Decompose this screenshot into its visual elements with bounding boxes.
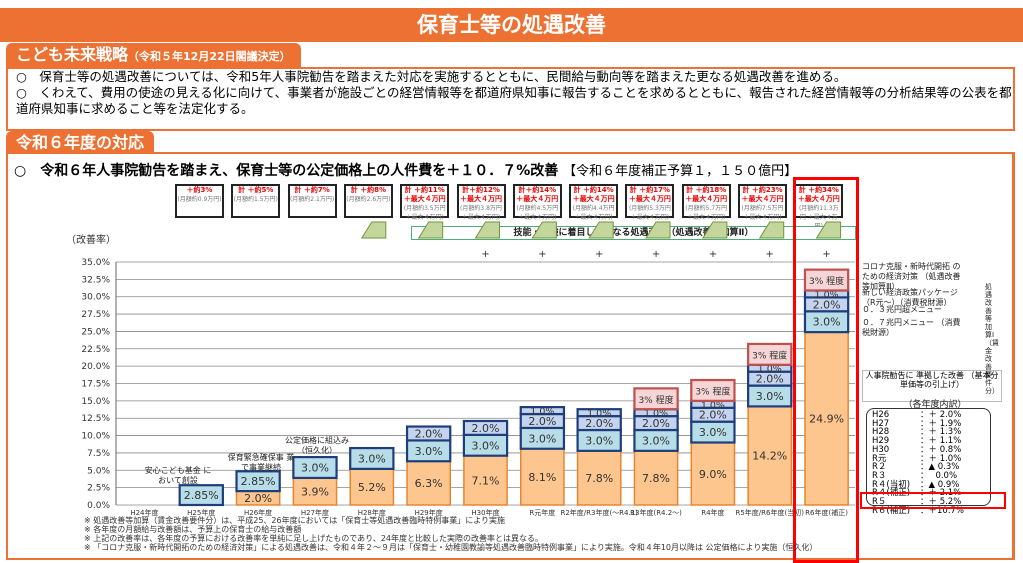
breakdown-row: H28 ：＋ 1.3% [872,428,985,437]
breakdown-value: ：＋ 1.0% [920,453,962,464]
annotation-new-package: 新しい経済政策パッケージ （R元～）（消費税財源） [862,288,958,307]
cumulative-box-rate: 計 ＋約8% [350,186,387,194]
headline-budget-note: 【令和６年度補正予算１，１５０億円】 [563,164,798,179]
breakdown-row: R５ ：＋ 5.2% [872,498,985,507]
footnote: ※ 処遇改善等加算（賃金改善要件分）は、平成25、26年度においては「保育士等処… [84,516,506,525]
footnotes: ※ 処遇改善等加算（賃金改善要件分）は、平成25、26年度においては「保育士等処… [84,516,817,552]
cumulative-box-rate: 計 ＋約11% ＋最大４万円 [403,186,446,203]
cumulative-box: 計 ＋約14% ＋最大４万円 (月額約4.4万円 ＋最大４万円) [569,184,619,221]
breakdown-value: ：＋10.7% [920,505,965,516]
breakdown-value: ：＋ 1.1% [920,436,962,447]
bullet-1: ○ 保育士等の処遇改善については、令和5年人事院勧告を踏まえた対応を実施するとと… [16,69,847,84]
section-tab-kodomo-strategy: こども未来戦略（令和５年12月22日閣議決定） [6,43,301,67]
cumulative-box-rate: 計 ＋約23% ＋最大４万円 [741,186,784,203]
cumulative-box: ＋約3% (月額約0.9万円) [175,184,224,218]
breakdown-year: R６(補正) [872,505,911,516]
section-title: 令和６年度の対応 [16,133,145,152]
cumulative-box-rate: 計＋約14% ＋最大４万円 [516,186,559,203]
breakdown-row: R６(補正) ：＋10.7% [872,507,985,516]
breakdown-value: ： 0.0% [920,470,958,481]
bullet-2: ○ くわえて、費用の使途の見える化に向けて、事業者が施設ごとの経営情報等を都道府… [16,85,1012,116]
breakdown-year: R４(当初) [872,479,911,490]
breakdown-value: ：▲ 0.3% [920,462,960,473]
cumulative-box-rate: 計 ＋約18% ＋最大４万円 [685,186,728,203]
headline: ○ 令和６年人事院勧告を踏まえ、保育士等の公定価格上の人件費を＋１０．７%改善 … [14,160,797,180]
breakdown-row: H27 ：＋ 1.9% [872,418,985,429]
breakdown-row: R２ ：▲ 0.3% [872,463,985,472]
breakdown-year: R２ [872,462,887,473]
breakdown-row: R３ ： 0.0% [872,472,985,481]
cumulative-box: 計 ＋約23% ＋最大４万円 (月額約7.5万円 ＋最大４万円) [738,184,787,221]
cumulative-box-rate: 計 ＋約14% ＋最大４万円 [572,186,615,203]
breakdown-year: R５ [872,497,887,508]
cumulative-box: 計＋約14% ＋最大４万円 (月額約4.5万円 ＋最大４万円) [512,184,562,221]
section-title: こども未来戦略 [16,45,129,64]
cumulative-box-monthly: (月額約5.7万円 ＋最大４万円) [685,205,728,221]
breakdown-value: ：＋ 1.3% [920,427,962,438]
cumulative-box-monthly: (月額約3.5万円 ＋最大４万円) [403,205,446,221]
breakdown-year: H29 [872,436,890,447]
annotation-03-menu: ０．３兆円超メニュー [862,305,942,314]
breakdown-year: H28 [872,427,890,438]
cumulative-box: 計 ＋約11% ＋最大４万円 (月額約3.5万円 ＋最大４万円) [400,184,450,221]
breakdown-title: （各年度内訳） [903,400,967,410]
section-strategy-box: ○ 保育士等の処遇改善については、令和5年人事院勧告を踏まえた対応を実施するとと… [6,67,1015,131]
cumulative-box-rate: 計＋約12% ＋最大４万円 [460,186,502,203]
breakdown-year: H27 [872,418,890,429]
breakdown-value: ：＋ 1.9% [920,418,962,429]
breakdown-value: ：＋ 5.2% [920,497,962,508]
cumulative-box: 計＋約12% ＋最大４万円 (月額約3.8万円 ＋最大４万円) [456,184,506,221]
section-tab-r6: 令和６年度の対応 [6,131,155,155]
annotation-h25: 安心こども基金 において創設 [144,466,212,485]
r6-highlight-frame [793,177,859,563]
cumulative-box-rate: 計 ＋約5% [238,186,274,194]
breakdown-year: H30 [872,444,890,455]
breakdown-row: R元 ：＋ 1.0% [872,453,985,464]
page-title: 保育士等の処遇改善 [0,8,1023,42]
y-axis-label: （改善率） [66,235,116,246]
annotation-07-menu: ０．７兆円メニュー （消費税財源） [862,318,961,337]
breakdown-row: R４(当初) ：▲ 0.9% [872,479,985,490]
cumulative-box-rate: 計 ＋約34% ＋最大４万円 [797,186,840,203]
footnote: ※ 上記の改善率は、各年度の予算における改善率を単純に足し上げたものであり、24… [84,534,544,543]
cumulative-box: 計 ＋約18% ＋最大４万円 (月額約5.7万円 ＋最大４万円) [681,184,731,221]
footnote: ※ 「コロナ克服・新時代開拓のための経済対策」による処遇改善は、令和４年２～９月… [84,543,818,552]
footnote: ※ 各年度の月額給与改善額は、予算上の保育士の給与改善額 [84,525,302,534]
cumulative-box: 計 ＋約17% ＋最大４万円 (月額約5.3万円 ＋最大４万円) [625,184,675,221]
jinji-legend-box: 人事院勧告に 準拠した改善 （基本分単価等の引上げ） [862,370,1002,402]
breakdown-row: H26 ：＋ 2.0% [872,411,985,420]
breakdown-row: H30 ：＋ 0.8% [872,446,985,455]
cumulative-box-rate: 計 ＋約7% [294,186,330,194]
breakdown-row: H29 ：＋ 1.1% [872,437,985,446]
cumulative-box-monthly: (月額約0.9万円) [177,196,222,203]
cumulative-box: 計 ＋約7% (月額約2.1万円) [287,184,337,218]
annotation-h27: 公定価格に組込み （恒久化） [285,436,349,455]
cumulative-box-monthly: (月額約4.4万円 ＋最大４万円) [572,205,615,221]
cumulative-box-monthly: (月額約4.5万円 ＋最大４万円) [516,205,559,221]
cumulative-box-monthly: (月額約2.1万円) [289,196,335,203]
breakdown-value: ：＋ 0.8% [920,444,962,455]
headline-text: ○ 令和６年人事院勧告を踏まえ、保育士等の公定価格上の人件費を＋１０．７%改善 [14,163,559,179]
cumulative-box-monthly: (月額約7.5万円 ＋最大４万円) [741,205,784,221]
cumulative-box: 計 ＋約5% (月額約1.5万円) [231,184,281,218]
cumulative-box: 計 ＋約34% ＋最大４万円(月額約11.3万円 ＋最大４万円) [794,184,844,230]
breakdown-year: R３ [872,470,887,481]
skill-band: 技能・経験に着目した更なる処遇改善（処遇改善等加算Ⅱ） [411,226,856,240]
breakdown-year: R元 [872,453,887,464]
breakdown-year: H26 [872,410,890,420]
cumulative-box-monthly: (月額約2.6万円) [346,196,391,203]
breakdown-value: ：▲ 0.9% [920,479,960,490]
cumulative-box-rate: 計 ＋約17% ＋最大４万円 [628,186,671,203]
cumulative-box-rate: ＋約3% [186,186,213,194]
cumulative-box-monthly: (月額約5.3万円 ＋最大４万円) [628,205,671,221]
breakdown-value: ：＋ 2.0% [920,410,962,420]
r6-breakdown-highlight [860,492,1006,509]
section-subtitle: （令和５年12月22日閣議決定） [128,50,291,63]
annotation-corona: コロナ克服・新時代開拓 のための経済対策 （処遇改善等加算Ⅲ） [862,262,961,291]
annotation-h26: 保育緊急確保事 業で事業継続 [227,453,295,472]
cumulative-box: 計 ＋約8% (月額約2.6万円) [343,184,393,218]
annotation-kasan1: 処遇改善等加算Ⅰ（賃金改善要件分） [985,283,999,395]
cumulative-box-monthly: (月額約3.8万円 ＋最大４万円) [460,205,502,221]
cumulative-box-monthly: (月額約1.5万円) [233,196,278,203]
